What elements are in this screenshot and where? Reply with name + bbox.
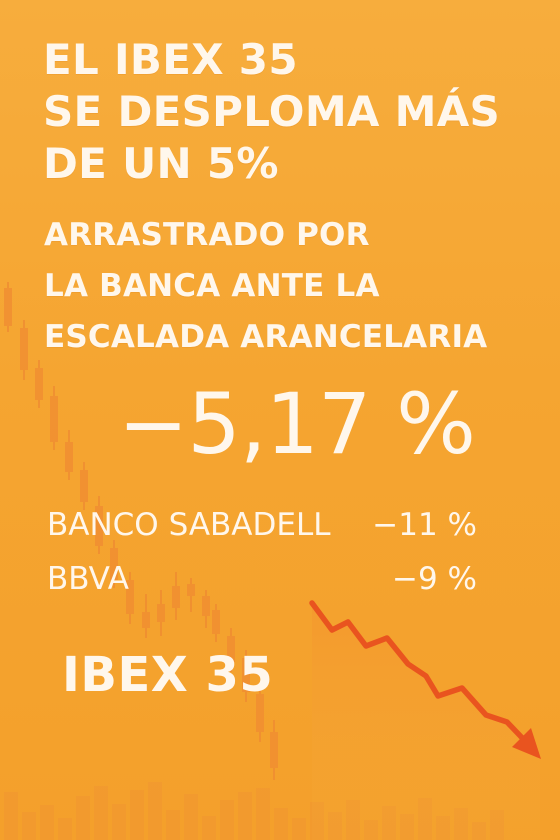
stock-row: BBVA −9 % <box>47 554 477 608</box>
bank-stock-changes: BANCO SABADELL −11 % BBVA −9 % <box>47 500 477 608</box>
stock-name: BANCO SABADELL <box>47 507 331 543</box>
headline-line: DE UN 5% <box>43 139 279 188</box>
subheadline-line: ARRASTRADO POR <box>44 217 370 253</box>
candlestick-chart-icon <box>4 282 278 780</box>
stock-change: −9 % <box>391 561 477 597</box>
stock-name: BBVA <box>47 561 130 597</box>
ibex-change-value: −5,17 % <box>118 375 476 473</box>
downward-trend-arrow-icon <box>309 600 541 840</box>
stock-change: −11 % <box>372 507 477 543</box>
subheadline-line: LA BANCA ANTE LA <box>44 268 380 304</box>
subheadline-line: ESCALADA ARANCELARIA <box>44 319 488 355</box>
ibex-35-label: IBEX 35 <box>62 647 274 703</box>
headline-line: SE DESPLOMA MÁS <box>43 87 501 136</box>
headline: EL IBEX 35 SE DESPLOMA MÁS DE UN 5% <box>43 34 513 190</box>
stock-row: BANCO SABADELL −11 % <box>47 500 477 554</box>
subheadline: ARRASTRADO POR LA BANCA ANTE LA ESCALADA… <box>44 210 514 363</box>
headline-line: EL IBEX 35 <box>43 35 298 84</box>
